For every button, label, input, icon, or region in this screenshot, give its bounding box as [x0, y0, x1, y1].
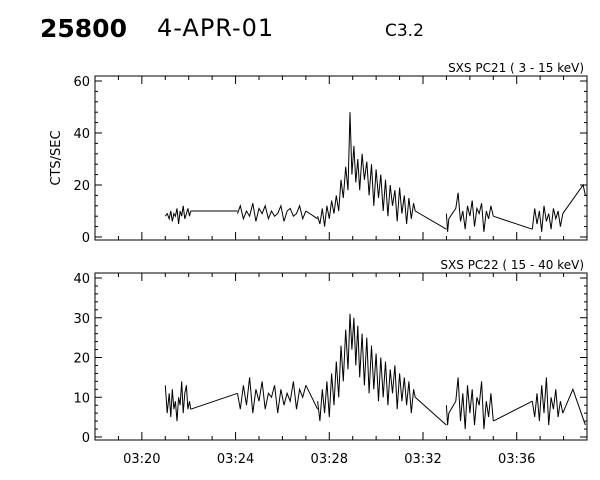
event-id: 25800 [40, 14, 127, 43]
panel2-title: SXS PC22 ( 15 - 40 keV) [440, 258, 584, 272]
panel2-xtick-label: 03:24 [217, 452, 254, 467]
panel1-ytick-label: 20 [73, 179, 90, 194]
panel1-ytick-label: 0 [82, 231, 90, 246]
panel2-series-line [562, 387, 586, 426]
panel1-series-line [414, 210, 447, 230]
panel1-series-line [164, 205, 192, 225]
panel2-series-line [445, 405, 450, 426]
flare-class: C3.2 [385, 21, 424, 41]
panel2-series-line [448, 400, 457, 414]
event-date: 4-APR-01 [157, 14, 275, 42]
panel1-ytick-label: 40 [73, 127, 90, 142]
panel1-series-line [531, 205, 564, 232]
panel2-series-line [414, 396, 447, 426]
panel2-series-line [305, 385, 319, 410]
panel2-xtick-label: 03:28 [311, 452, 348, 467]
panel1-title: SXS PC21 ( 3 - 15 keV) [448, 61, 584, 75]
panel2-series-line [531, 377, 564, 426]
panel1-series-line [305, 210, 318, 220]
panel2-xtick-label: 03:32 [404, 452, 441, 467]
panel1-frame [94, 75, 588, 241]
panel2-ytick-label: 0 [82, 431, 90, 446]
panel2-ytick-label: 20 [73, 352, 90, 367]
panel2-xtick-label: 03:20 [123, 452, 160, 467]
panel1-series-line [237, 203, 307, 222]
panel2-series-line [164, 381, 192, 422]
panel1-series-line [317, 112, 416, 227]
panel2-series-line [317, 313, 416, 422]
panel1-series-line [493, 215, 533, 230]
panel1-series-line [448, 208, 457, 220]
panel2-series-line [237, 377, 307, 414]
panel2-series-line [190, 392, 238, 410]
panel2-frame [94, 272, 588, 441]
panel1-ytick-label: 60 [73, 75, 90, 90]
panel1-series-line [445, 213, 450, 232]
panel1-series-line [455, 192, 494, 232]
panel2-series-line [455, 377, 494, 430]
panel1-series-line [562, 183, 586, 214]
panel2-ytick-label: 40 [73, 272, 90, 287]
panel1-ylabel: CTS/SEC [49, 130, 64, 185]
panel2-series-line [493, 400, 533, 422]
panel2-ytick-label: 30 [73, 312, 90, 327]
panel2-xtick-label: 03:36 [498, 452, 535, 467]
panel2-ytick-label: 10 [73, 391, 90, 406]
